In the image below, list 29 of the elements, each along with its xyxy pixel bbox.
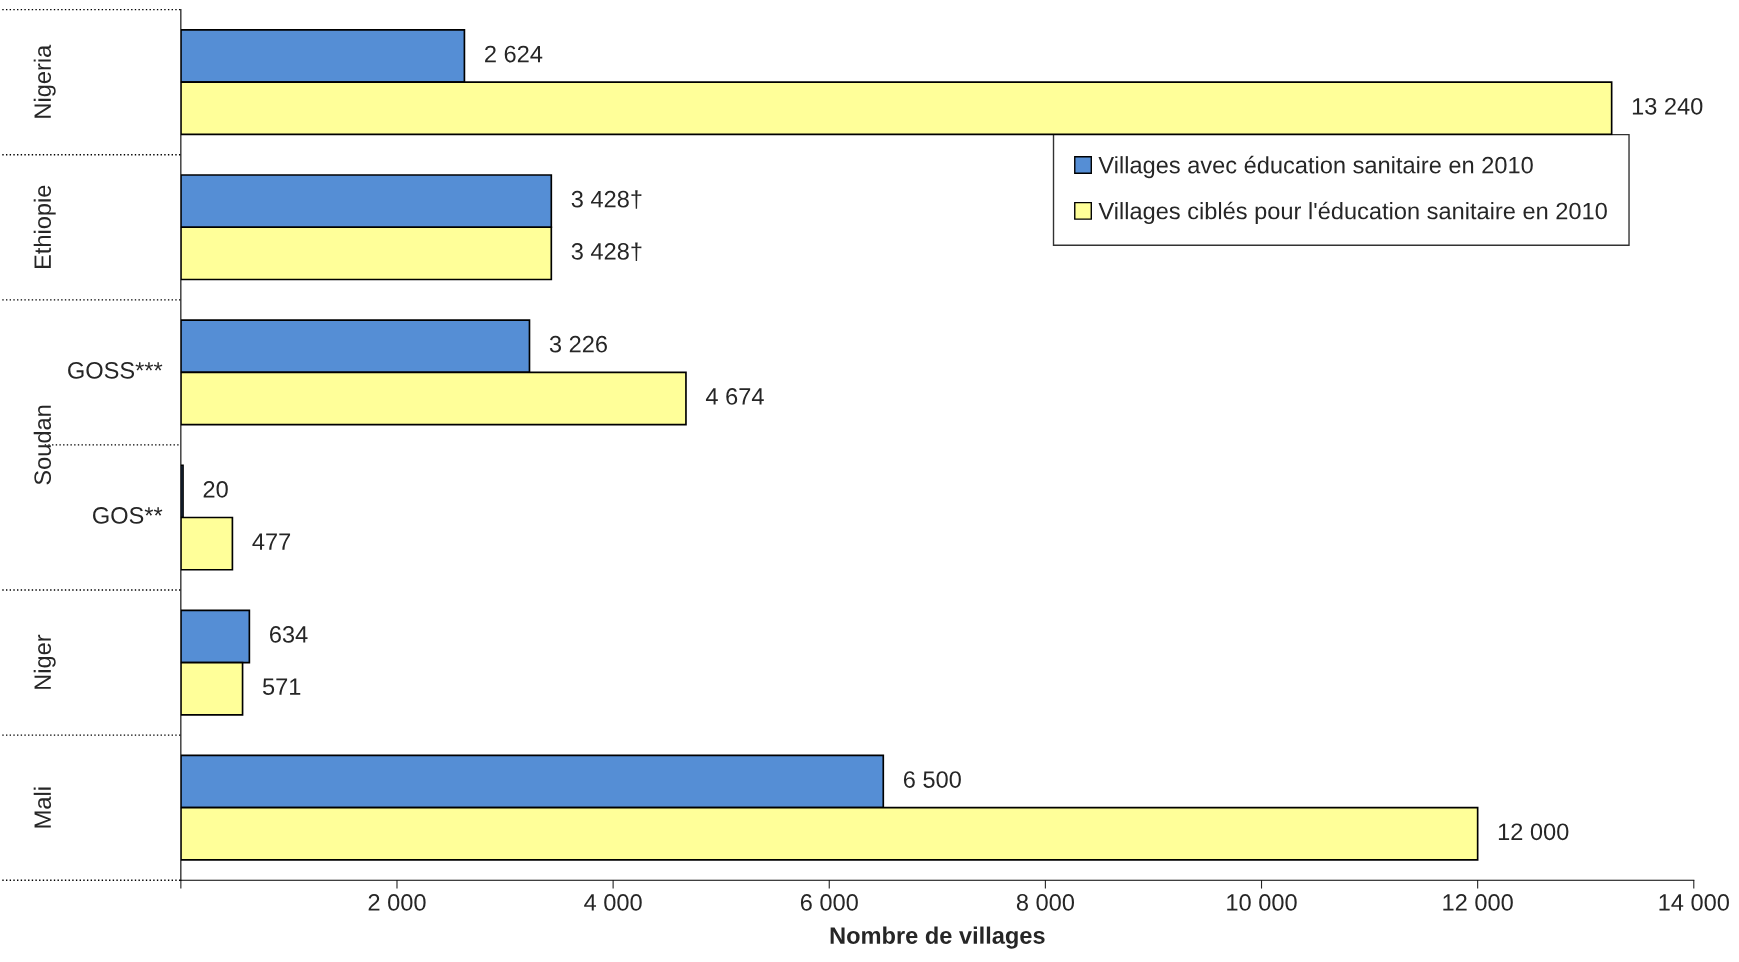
y-tick-label: GOS** [93, 507, 163, 524]
data-label: 6 500 [903, 771, 961, 788]
data-label: 3 428† [571, 242, 642, 262]
y-tick-label: Ethiopie [33, 185, 56, 268]
x-axis-title: Nombre de villages [830, 926, 1045, 949]
x-tick-label: 6 000 [800, 894, 858, 911]
text: Soudan [33, 405, 52, 485]
data-label: 3 226 [549, 335, 607, 353]
legend-label: Villages ciblés pour l'éducation sanitaire en 2010 [1098, 201, 1607, 225]
y-tick-label: Mali [33, 787, 52, 828]
x-tick-label: 10 000 [1227, 894, 1297, 911]
data-label: 634 [270, 626, 308, 643]
data-label: 4 674 [705, 388, 764, 405]
x-tick-label: 2 000 [368, 894, 426, 911]
data-label: 3 428† [571, 190, 642, 209]
x-tick-label: 4 000 [584, 894, 642, 911]
y-tick-label: GOSS*** [68, 361, 163, 379]
data-label: 571 [262, 678, 301, 696]
x-tick-label: 12 000 [1443, 894, 1513, 911]
x-tick-label: 8 000 [1016, 894, 1075, 911]
data-label: 20 [203, 480, 228, 498]
y-tick-label: Nigeria [33, 44, 56, 118]
x-tick-label: 14 000 [1659, 894, 1729, 911]
y-tick-label: Niger [33, 634, 56, 689]
data-label: 477 [252, 533, 291, 550]
data-label: 12 000 [1498, 823, 1569, 841]
legend-label: Villages avec éducation sanitaire en 2010 [1098, 155, 1533, 179]
data-label: 2 624 [485, 45, 543, 63]
data-label: 13 240 [1632, 97, 1703, 115]
